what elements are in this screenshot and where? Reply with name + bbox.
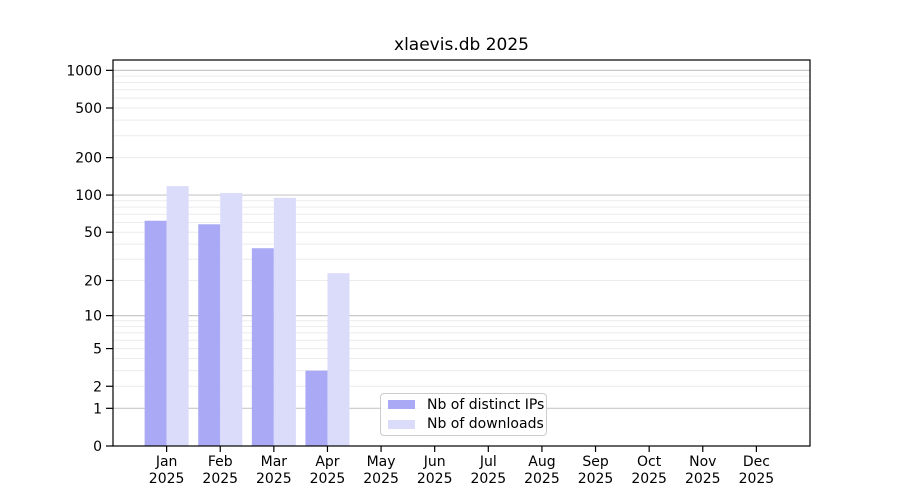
x-tick-label: Mar 2025 <box>256 454 292 487</box>
legend-label-downloads: Nb of downloads <box>427 416 544 433</box>
x-tick-label: Aug 2025 <box>524 454 560 487</box>
x-tick-label: May 2025 <box>363 454 399 487</box>
x-tick-label: Jan 2025 <box>149 454 185 487</box>
x-tick-label: Jun 2025 <box>417 454 453 487</box>
y-tick-label: 500 <box>75 101 102 117</box>
x-tick-label: Nov 2025 <box>685 454 721 487</box>
bar-nb-of-downloads-mar <box>273 197 296 446</box>
y-tick-label: 200 <box>75 151 102 167</box>
bar-nb-of-downloads-feb <box>220 192 243 446</box>
bar-nb-of-downloads-apr <box>327 273 350 446</box>
legend-swatch-distinct-ips <box>388 400 415 410</box>
legend: Nb of distinct IPs Nb of downloads <box>380 393 547 436</box>
x-tick-label: Jul 2025 <box>470 454 506 487</box>
legend-item-downloads: Nb of downloads <box>388 416 544 434</box>
y-tick-label: 5 <box>93 342 102 358</box>
bar-nb-of-distinct-ips-apr <box>305 370 328 446</box>
bar-nb-of-distinct-ips-jan <box>144 220 167 446</box>
chart-title: xlaevis.db 2025 <box>394 35 529 55</box>
y-tick-label: 20 <box>84 273 102 289</box>
y-tick-label: 100 <box>75 188 102 204</box>
x-tick-label: Apr 2025 <box>310 454 346 487</box>
y-tick-label: 50 <box>84 225 102 241</box>
bar-nb-of-distinct-ips-feb <box>198 224 221 446</box>
y-tick-label: 1 <box>93 401 102 417</box>
x-tick-label: Feb 2025 <box>202 454 238 487</box>
plot-border <box>112 59 811 447</box>
y-tick-label: 1000 <box>66 63 102 79</box>
legend-item-distinct-ips: Nb of distinct IPs <box>388 396 544 414</box>
bar-nb-of-distinct-ips-mar <box>251 248 274 446</box>
x-tick-label: Sep 2025 <box>578 454 614 487</box>
legend-label-distinct-ips: Nb of distinct IPs <box>427 396 545 413</box>
y-tick-label: 2 <box>93 379 102 395</box>
x-tick-label: Dec 2025 <box>739 454 775 487</box>
x-tick-label: Oct 2025 <box>631 454 667 487</box>
y-tick-label: 0 <box>93 439 102 455</box>
y-tick-label: 10 <box>84 309 102 325</box>
legend-swatch-downloads <box>388 419 415 429</box>
bar-nb-of-downloads-jan <box>166 186 189 446</box>
